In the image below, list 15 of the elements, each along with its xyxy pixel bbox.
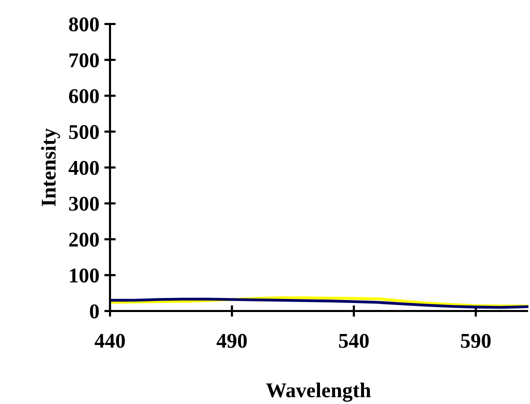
y-tick-label: 800: [69, 17, 99, 32]
y-axis-title: Intensity: [41, 128, 60, 206]
y-tick-label: 500: [69, 125, 99, 140]
y-tick-label: 200: [69, 232, 99, 247]
x-tick-label: 440: [94, 334, 125, 348]
y-tick-label: 100: [70, 268, 99, 283]
y-tick-label: 400: [68, 160, 99, 175]
x-axis-title: Wavelength: [266, 382, 371, 402]
x-tick-label: 490: [216, 334, 247, 348]
y-tick-label: 0: [90, 304, 99, 318]
x-tick-label: 590: [461, 334, 491, 348]
y-tick-label: 300: [69, 196, 99, 211]
y-tick-label: 600: [69, 89, 99, 104]
y-tick-label: 700: [70, 53, 99, 68]
x-tick-label: 540: [339, 334, 369, 348]
